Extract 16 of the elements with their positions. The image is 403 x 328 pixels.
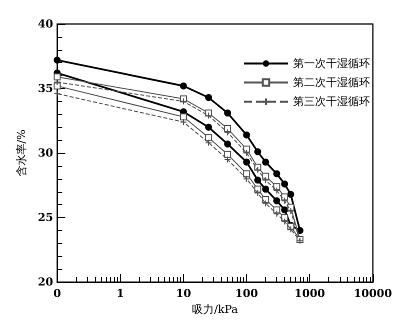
x-tick-label: 1: [116, 287, 124, 300]
x-tick-label: 1000: [294, 287, 326, 300]
y-tick-label: 25: [38, 211, 54, 224]
x-tick-label: 0: [53, 287, 62, 300]
y-tick-label: 20: [38, 276, 54, 289]
x-tick-label: 10: [176, 287, 192, 300]
x-axis-title: 吸力/kPa: [192, 303, 238, 316]
y-tick-label: 30: [38, 146, 54, 160]
legend-label: 第一次干湿循环: [293, 57, 370, 70]
x-tick-label: 100: [235, 287, 258, 300]
x-tick-label: 10000: [354, 287, 392, 300]
legend-label: 第三次干湿循环: [293, 95, 370, 108]
legend-label: 第二次干湿循环: [293, 76, 370, 89]
y-axis-title: 含水率/%: [15, 129, 28, 177]
y-tick-label: 40: [38, 18, 54, 30]
y-tick-label: 35: [38, 82, 54, 96]
